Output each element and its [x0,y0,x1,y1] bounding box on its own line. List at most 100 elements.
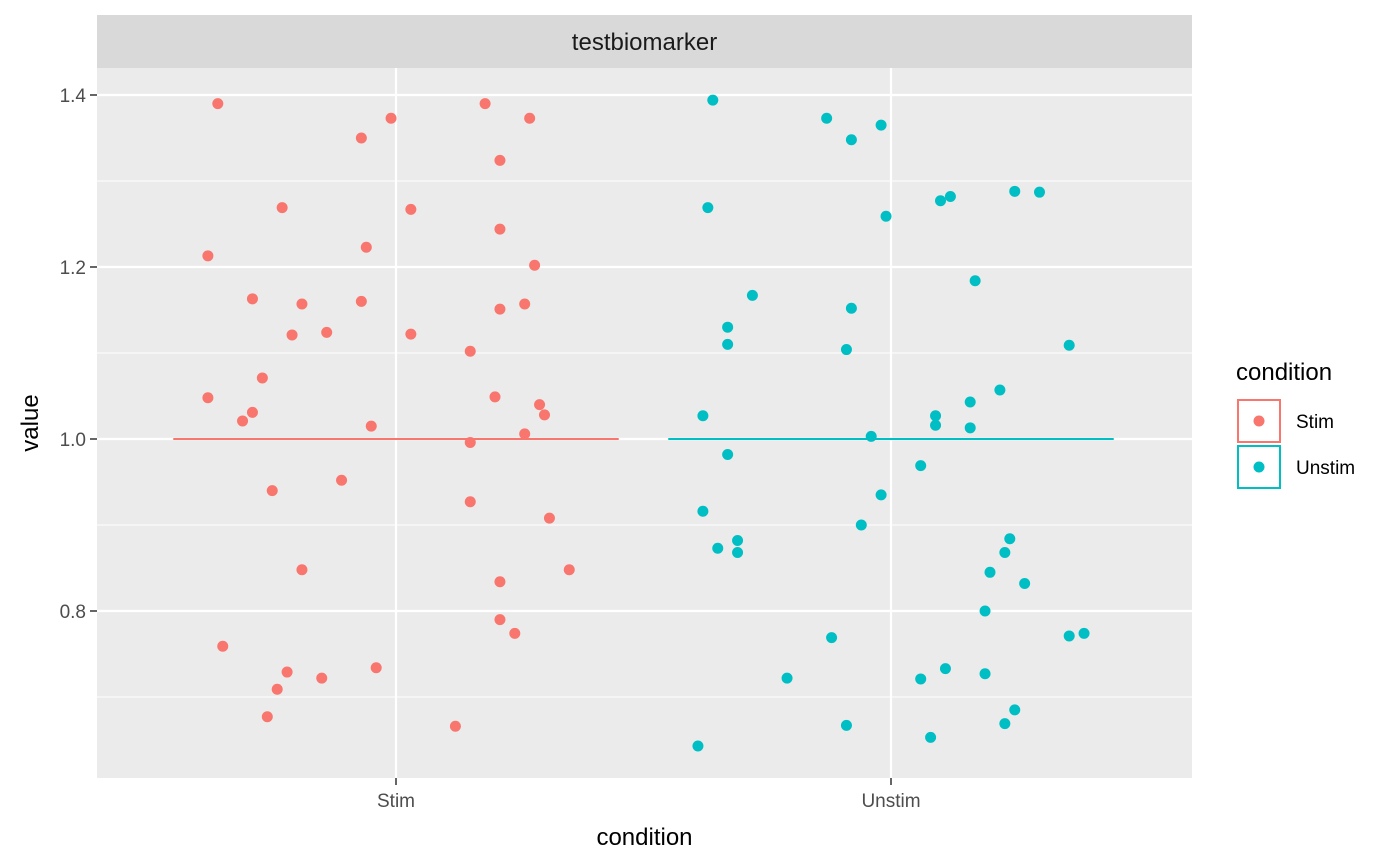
data-point-unstim [935,195,946,207]
data-point-unstim [964,422,976,434]
data-point-unstim [840,719,852,731]
x-axis: Stim Unstim [377,778,921,812]
data-point-unstim [1063,339,1075,351]
data-point-unstim [880,210,892,222]
data-point-stim [246,406,258,418]
y-tick-label: 1.4 [60,86,87,107]
data-point-stim [494,614,506,626]
data-point-unstim [692,740,704,752]
data-point-stim [405,203,417,215]
data-point-unstim [697,410,709,422]
data-point-unstim [994,384,1006,396]
data-point-stim [494,576,506,588]
data-point-unstim [712,542,724,554]
data-point-stim [524,112,536,124]
data-point-stim [494,223,506,235]
y-axis-title: value [17,394,44,451]
data-point-unstim [1034,186,1045,198]
data-point-stim [494,303,506,315]
data-point-stim [489,391,501,403]
data-point-unstim [732,534,744,546]
data-point-stim [237,415,249,427]
data-point-stim [519,428,531,440]
data-point-stim [405,328,417,340]
data-point-unstim [865,430,877,442]
data-point-stim [365,420,377,432]
data-point-stim [281,666,293,678]
data-point-stim [563,564,575,576]
data-point-unstim [1019,577,1031,589]
data-point-unstim [746,289,758,301]
data-point-unstim [999,718,1011,730]
data-point-stim [385,112,397,124]
plot-panel [97,68,1192,778]
data-point-unstim [984,566,996,578]
legend-label-unstim: Unstim [1296,458,1355,479]
data-point-unstim [1004,533,1016,545]
data-point-stim [296,298,308,310]
data-point-stim [355,132,367,144]
data-point-stim [543,512,555,524]
data-point-stim [464,436,476,448]
data-point-stim [519,298,531,310]
data-point-unstim [979,668,991,680]
data-point-stim [464,345,476,357]
data-point-unstim [845,134,857,146]
data-point-unstim [875,489,887,501]
data-point-stim [449,720,461,732]
data-point-stim [271,683,283,695]
data-point-unstim [840,344,852,356]
data-point-unstim [979,605,991,617]
data-point-stim [261,711,273,723]
data-point-unstim [1078,627,1090,639]
x-tick-label: Stim [377,791,415,812]
data-point-stim [370,662,382,674]
data-point-unstim [707,94,719,106]
data-point-unstim [999,547,1011,559]
data-point-unstim [722,338,734,350]
data-point-stim [202,392,214,404]
data-point-unstim [915,460,927,472]
data-point-stim [336,474,348,486]
data-point-unstim [845,302,857,314]
y-tick-label: 1.2 [60,258,86,279]
data-point-stim [534,399,546,411]
data-point-unstim [1009,704,1021,716]
y-tick-label: 1.0 [60,430,86,451]
data-point-unstim [1009,185,1021,197]
data-point-stim [266,485,278,497]
data-points [202,94,1090,752]
data-point-unstim [697,505,709,517]
data-point-unstim [821,112,833,124]
legend-point-stim [1253,415,1265,427]
data-point-stim [355,295,367,307]
data-point-stim [529,259,541,271]
data-point-stim [296,564,308,576]
data-point-unstim [930,419,942,431]
data-point-stim [246,293,258,305]
data-point-unstim [964,396,976,408]
facet-strip [97,15,1192,68]
x-axis-title: condition [596,824,692,851]
data-point-unstim [944,190,956,202]
legend-point-unstim [1253,461,1265,473]
data-point-stim [316,672,328,684]
data-point-unstim [1063,630,1075,642]
data-point-unstim [925,731,937,743]
minor-gridlines [97,180,1192,698]
data-point-unstim [722,448,734,460]
data-point-unstim [722,321,734,333]
data-point-stim [494,154,506,166]
data-point-unstim [781,672,793,684]
data-point-stim [256,372,268,384]
legend-label-stim: Stim [1296,412,1334,433]
data-point-unstim [939,663,951,675]
data-point-unstim [855,519,867,531]
data-point-stim [276,202,288,214]
legend: condition Stim Unstim [1236,359,1355,489]
data-point-unstim [915,673,927,685]
data-point-stim [509,627,521,639]
data-point-stim [321,326,333,338]
data-point-unstim [875,119,887,131]
